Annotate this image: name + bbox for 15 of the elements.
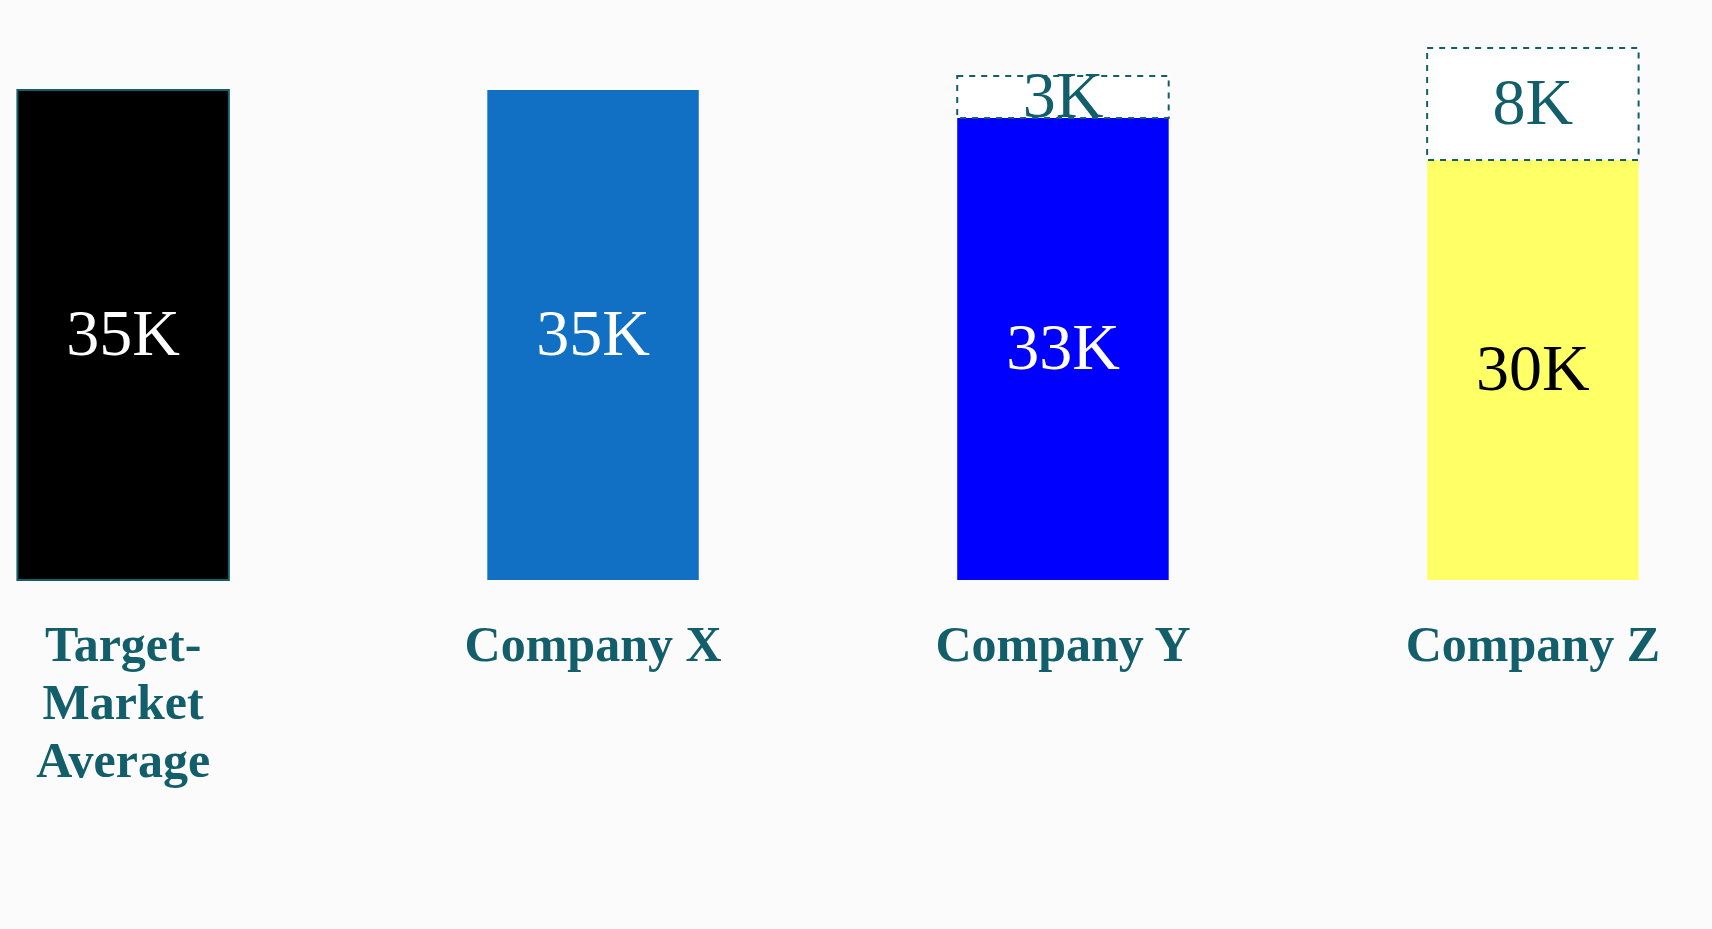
bar — [16, 89, 230, 581]
bar — [1427, 160, 1639, 580]
x-tick-label: Company Y — [935, 615, 1191, 672]
data-label: 3K — [1022, 58, 1104, 131]
x-tick-label: Company X — [464, 615, 722, 672]
x-tick-label: Company Z — [1405, 615, 1660, 672]
bar — [1426, 47, 1640, 161]
bar — [957, 118, 1169, 580]
data-label: 30K — [1476, 331, 1590, 404]
data-label: 35K — [66, 296, 180, 369]
data-label: 33K — [1006, 310, 1120, 383]
data-label: 35K — [536, 296, 650, 369]
data-label: 8K — [1492, 65, 1574, 138]
bar — [487, 90, 699, 580]
x-tick-label: Target-Market Average — [36, 615, 211, 788]
